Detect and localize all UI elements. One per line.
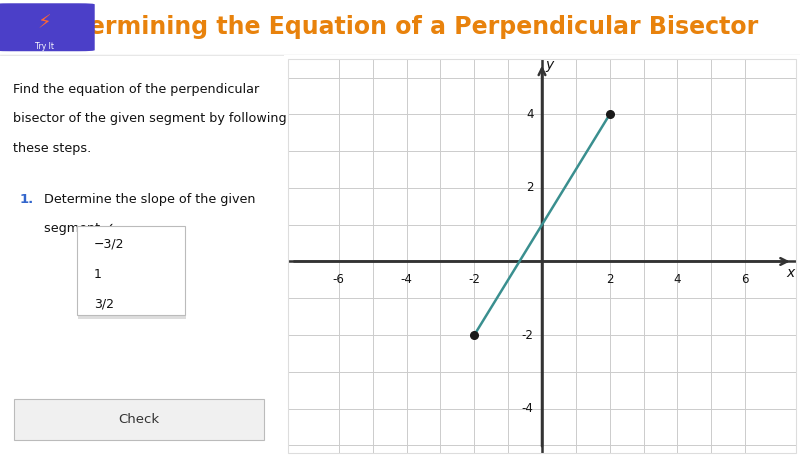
FancyBboxPatch shape <box>77 225 185 315</box>
Text: −3/2: −3/2 <box>94 238 124 251</box>
Text: these steps.: these steps. <box>13 142 91 155</box>
FancyBboxPatch shape <box>0 3 94 51</box>
Text: Check: Check <box>118 413 160 426</box>
Text: Determine the slope of the given: Determine the slope of the given <box>44 193 255 206</box>
Text: y: y <box>546 58 554 72</box>
Text: Determining the Equation of a Perpendicular Bisector: Determining the Equation of a Perpendicu… <box>42 15 758 39</box>
Text: -2: -2 <box>522 328 534 341</box>
Text: x: x <box>786 266 795 280</box>
Text: 1: 1 <box>94 268 102 281</box>
Text: 4: 4 <box>526 108 534 121</box>
Text: 6: 6 <box>742 273 749 286</box>
Text: Find the equation of the perpendicular: Find the equation of the perpendicular <box>13 83 259 96</box>
Text: -2: -2 <box>468 273 480 286</box>
Text: 4: 4 <box>674 273 682 286</box>
Text: segment ✓: segment ✓ <box>44 222 114 236</box>
Text: ⚡: ⚡ <box>38 13 51 32</box>
Text: bisector of the given segment by following: bisector of the given segment by followi… <box>13 112 286 125</box>
FancyBboxPatch shape <box>78 230 186 319</box>
FancyBboxPatch shape <box>14 399 264 439</box>
Text: -4: -4 <box>401 273 413 286</box>
Text: 1.: 1. <box>20 193 34 206</box>
Text: -4: -4 <box>522 402 534 415</box>
Text: 3/2: 3/2 <box>94 298 114 310</box>
Text: -6: -6 <box>333 273 345 286</box>
Text: Try It: Try It <box>34 42 54 51</box>
Text: 2: 2 <box>526 182 534 195</box>
Text: 2: 2 <box>606 273 614 286</box>
